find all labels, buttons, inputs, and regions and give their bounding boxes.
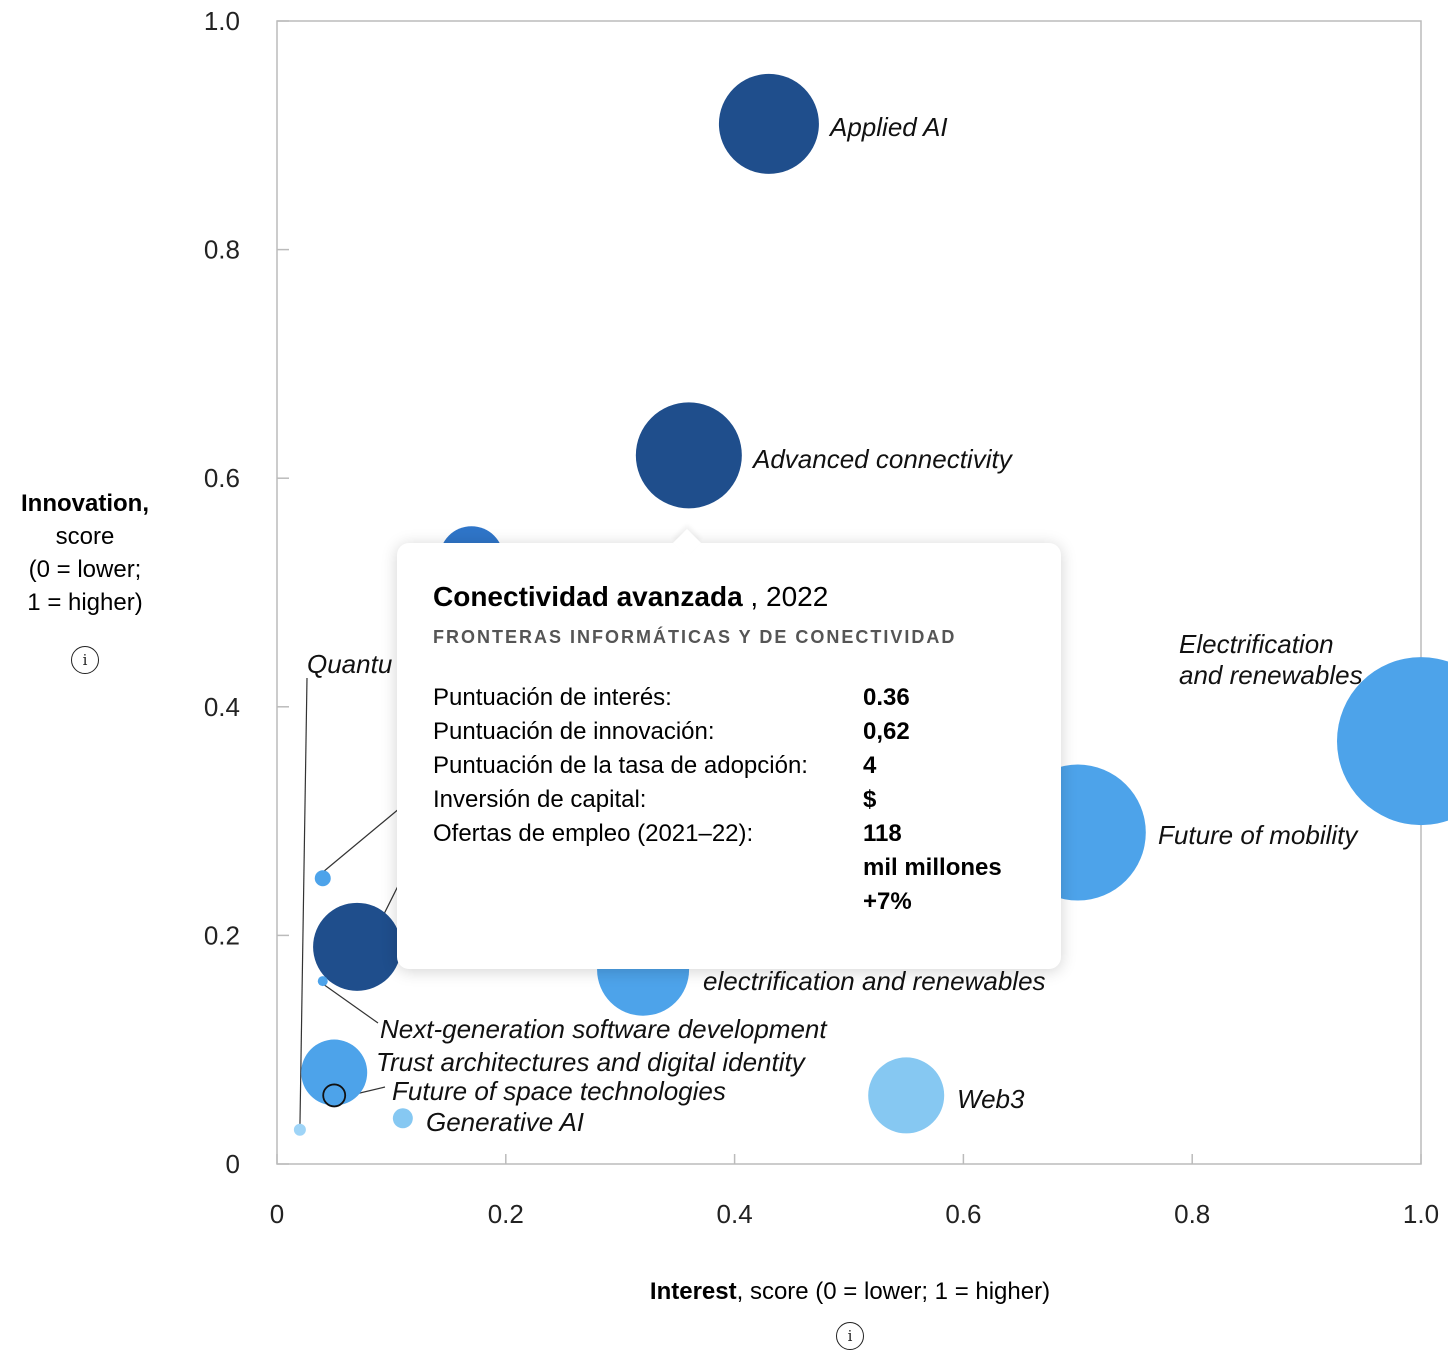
tooltip-title: Conectividad avanzada , 2022 bbox=[433, 581, 1025, 613]
info-icon[interactable]: i bbox=[71, 646, 99, 674]
x-tick-label: 1.0 bbox=[1403, 1199, 1439, 1229]
y-tick-label: 0 bbox=[226, 1149, 240, 1179]
y-tick-label: 0.8 bbox=[204, 235, 240, 265]
y-tick-label: 1.0 bbox=[204, 6, 240, 36]
bubble bbox=[392, 1108, 413, 1129]
bubble bbox=[301, 1039, 368, 1106]
y-axis-label-line: 1 = higher) bbox=[27, 589, 143, 616]
y-axis-label-line: score bbox=[55, 523, 115, 550]
tooltip-value: $ bbox=[863, 786, 877, 813]
bubble bbox=[293, 1123, 306, 1136]
tooltip-title-year: , 2022 bbox=[742, 581, 829, 612]
leader-line bbox=[322, 807, 401, 873]
bubble-label: Applied AI bbox=[828, 112, 948, 142]
tooltip-key: Puntuación de interés: bbox=[433, 684, 672, 711]
info-icon[interactable]: i bbox=[836, 1322, 864, 1350]
plot-frame bbox=[276, 20, 1422, 1165]
tooltip-subtitle: FRONTERAS INFORMÁTICAS Y DE CONECTIVIDAD bbox=[433, 627, 957, 647]
tooltip-value: 118 bbox=[863, 820, 902, 847]
tooltip-key: Puntuación de la tasa de adopción: bbox=[433, 752, 808, 779]
bubble bbox=[317, 976, 328, 987]
bubble bbox=[718, 73, 819, 174]
leader-line bbox=[299, 677, 308, 1130]
tooltip-value: 0.36 bbox=[863, 684, 910, 711]
tooltip-title-bold: Conectividad avanzada bbox=[433, 581, 743, 612]
bubble-label: Web3 bbox=[957, 1084, 1025, 1114]
tooltip-value: 4 bbox=[863, 752, 877, 779]
x-axis-label: Interest, score (0 = lower; 1 = higher) … bbox=[560, 1278, 1140, 1350]
tooltip-value: mil millones bbox=[863, 854, 1002, 881]
bubble bbox=[1337, 657, 1448, 826]
tooltip-key: Inversión de capital: bbox=[433, 786, 647, 813]
tooltip-key: Puntuación de innovación: bbox=[433, 718, 715, 745]
x-tick-label: 0.8 bbox=[1174, 1199, 1210, 1229]
bubble bbox=[313, 902, 402, 991]
x-axis-label-rest: , score (0 = lower; 1 = higher) bbox=[736, 1278, 1051, 1305]
y-axis-label: Innovation, score (0 = lower; 1 = higher… bbox=[0, 487, 170, 674]
bubble-label: electrification and renewables bbox=[703, 966, 1046, 996]
bubble-label: Trust architectures and digital identity bbox=[376, 1047, 807, 1077]
x-tick-label: 0 bbox=[270, 1199, 284, 1229]
bubble-label: Electrification bbox=[1179, 629, 1334, 659]
x-axis-label-bold: Interest bbox=[649, 1278, 737, 1305]
y-axis-label-bold: Innovation, bbox=[21, 490, 149, 517]
y-tick-label: 0.4 bbox=[204, 692, 240, 722]
bubble-label: Generative AI bbox=[426, 1107, 584, 1137]
x-tick-label: 0.2 bbox=[488, 1199, 524, 1229]
y-axis-label-line: (0 = lower; bbox=[28, 556, 142, 583]
bubble bbox=[635, 402, 742, 509]
bubble-label: Advanced connectivity bbox=[751, 444, 1014, 474]
tooltip-value: 0,62 bbox=[863, 718, 910, 745]
tooltip-key bbox=[433, 854, 863, 882]
y-tick-label: 0.6 bbox=[204, 463, 240, 493]
bubble-label: Quantu bbox=[307, 649, 392, 679]
bubble-label: Future of mobility bbox=[1158, 820, 1359, 850]
bubble-label: Future of space technologies bbox=[392, 1076, 726, 1106]
bubble bbox=[314, 870, 331, 887]
bubble-label: Next-generation software development bbox=[380, 1014, 828, 1044]
tooltip-key: Ofertas de empleo (2021–22): bbox=[433, 820, 754, 847]
bubble-label: and renewables bbox=[1179, 660, 1363, 690]
bubble-highlight bbox=[322, 1083, 347, 1108]
leader-line bbox=[322, 983, 379, 1024]
bubble bbox=[868, 1057, 945, 1134]
tooltip-key bbox=[433, 888, 863, 916]
tooltip-value: +7% bbox=[863, 888, 912, 915]
x-tick-label: 0.4 bbox=[717, 1199, 753, 1229]
bubble bbox=[323, 1084, 346, 1107]
tooltip: Conectividad avanzada , 2022 FRONTERAS I… bbox=[397, 528, 1061, 969]
y-tick-label: 0.2 bbox=[204, 920, 240, 950]
tooltip-rows: Puntuación de interés: 0.36 Puntuación de… bbox=[433, 684, 1025, 916]
x-tick-label: 0.6 bbox=[945, 1199, 981, 1229]
